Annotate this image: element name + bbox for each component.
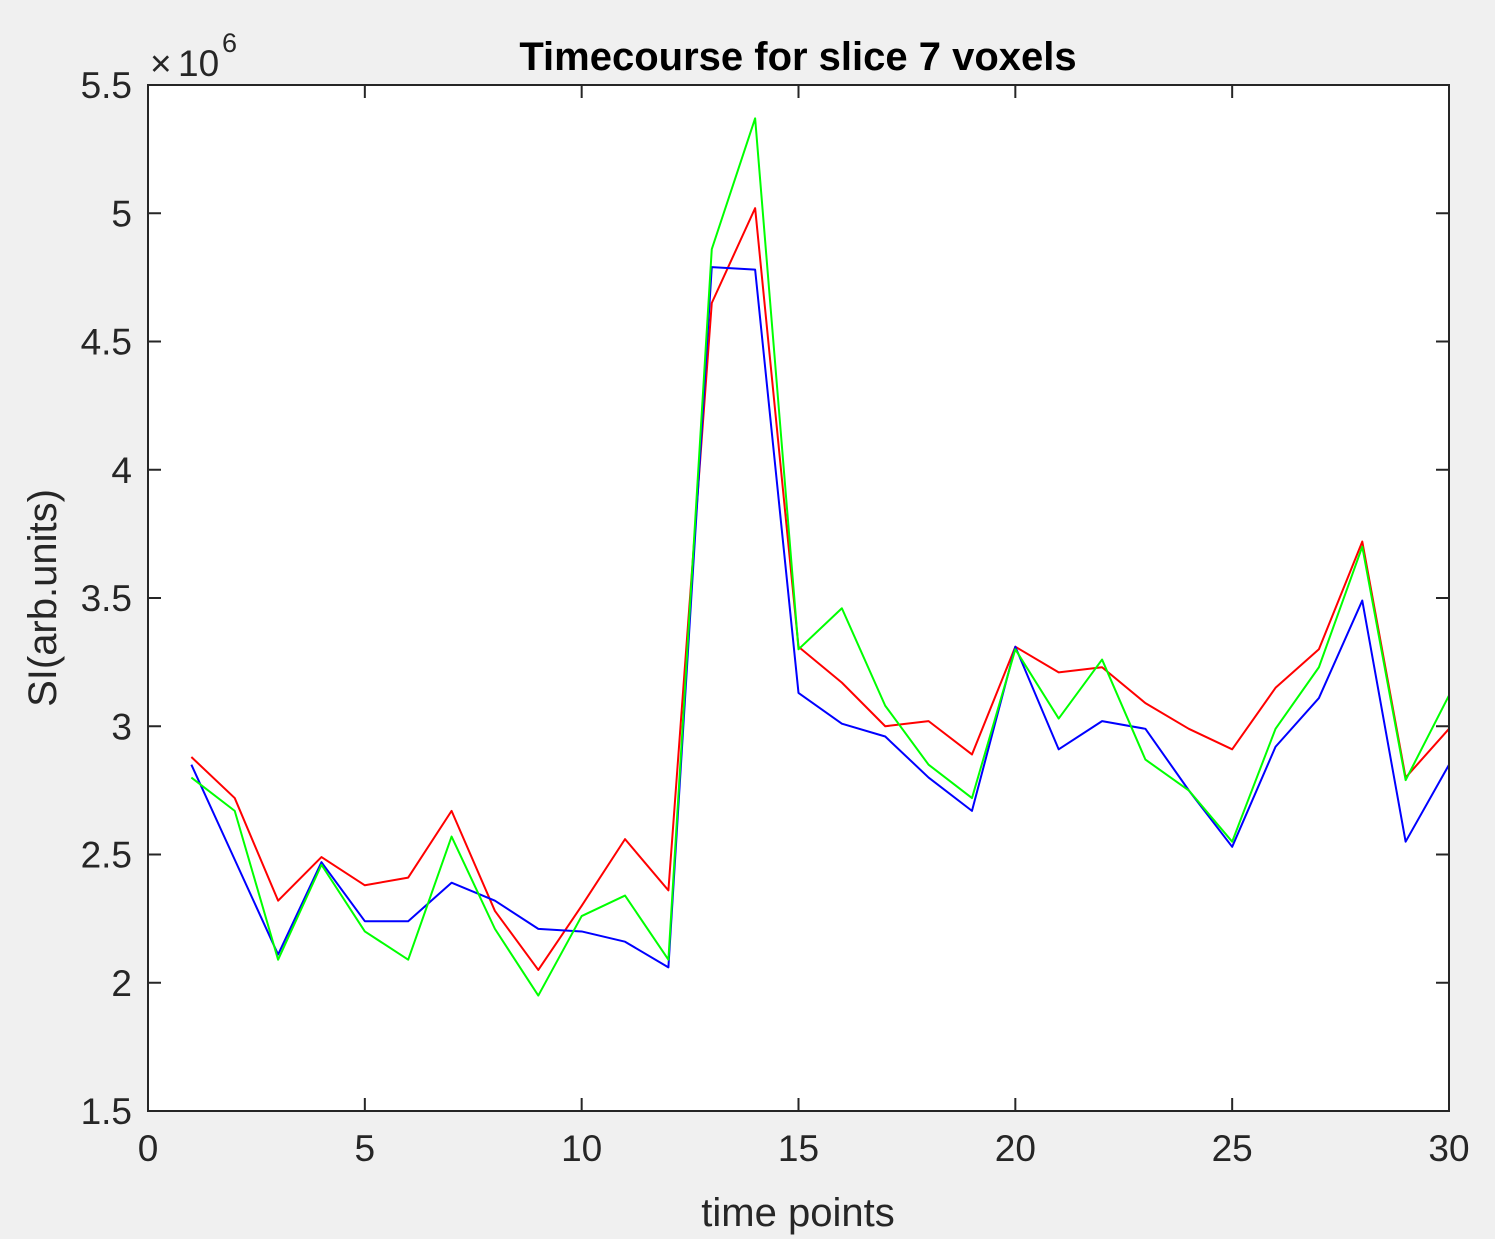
y-tick-label: 5.5 (81, 65, 132, 106)
y-tick-label: 2.5 (81, 835, 132, 876)
x-tick-label: 20 (995, 1128, 1036, 1169)
y-exponent-times: × (150, 43, 172, 84)
y-exponent-power: 6 (222, 28, 237, 58)
y-tick-label: 4 (111, 450, 132, 491)
series-line-3 (190, 117, 1450, 997)
y-tick-label: 4.5 (81, 322, 132, 363)
x-axis-label: time points (701, 1191, 894, 1235)
x-tick-label: 25 (1212, 1128, 1253, 1169)
axes-box (147, 84, 1450, 1112)
series-line-1 (190, 207, 1450, 971)
y-tick-label: 1.5 (81, 1091, 132, 1132)
plot-area (148, 85, 1449, 1111)
x-tick-label: 30 (1428, 1128, 1469, 1169)
chart-title: Timecourse for slice 7 voxels (519, 35, 1076, 79)
y-axis-label: SI(arb.units) (21, 489, 65, 707)
x-tick-label: 0 (138, 1128, 159, 1169)
tick-labels-layer: 0 5 10 15 20 25 30 1.5 2 2.5 3 3.5 4 4.5 5 5.5 (81, 65, 1470, 1169)
y-exponent-label: × 10 6 (150, 28, 237, 84)
y-tick-label: 3.5 (81, 578, 132, 619)
x-tick-label: 15 (778, 1128, 819, 1169)
x-tick-label: 5 (355, 1128, 376, 1169)
series-layer (190, 117, 1450, 997)
series-line-2 (190, 266, 1450, 969)
y-tick-label: 2 (111, 963, 132, 1004)
y-tick-label: 3 (111, 706, 132, 747)
y-exponent-base: 10 (178, 43, 219, 84)
y-tick-label: 5 (111, 193, 132, 234)
x-tick-label: 10 (561, 1128, 602, 1169)
